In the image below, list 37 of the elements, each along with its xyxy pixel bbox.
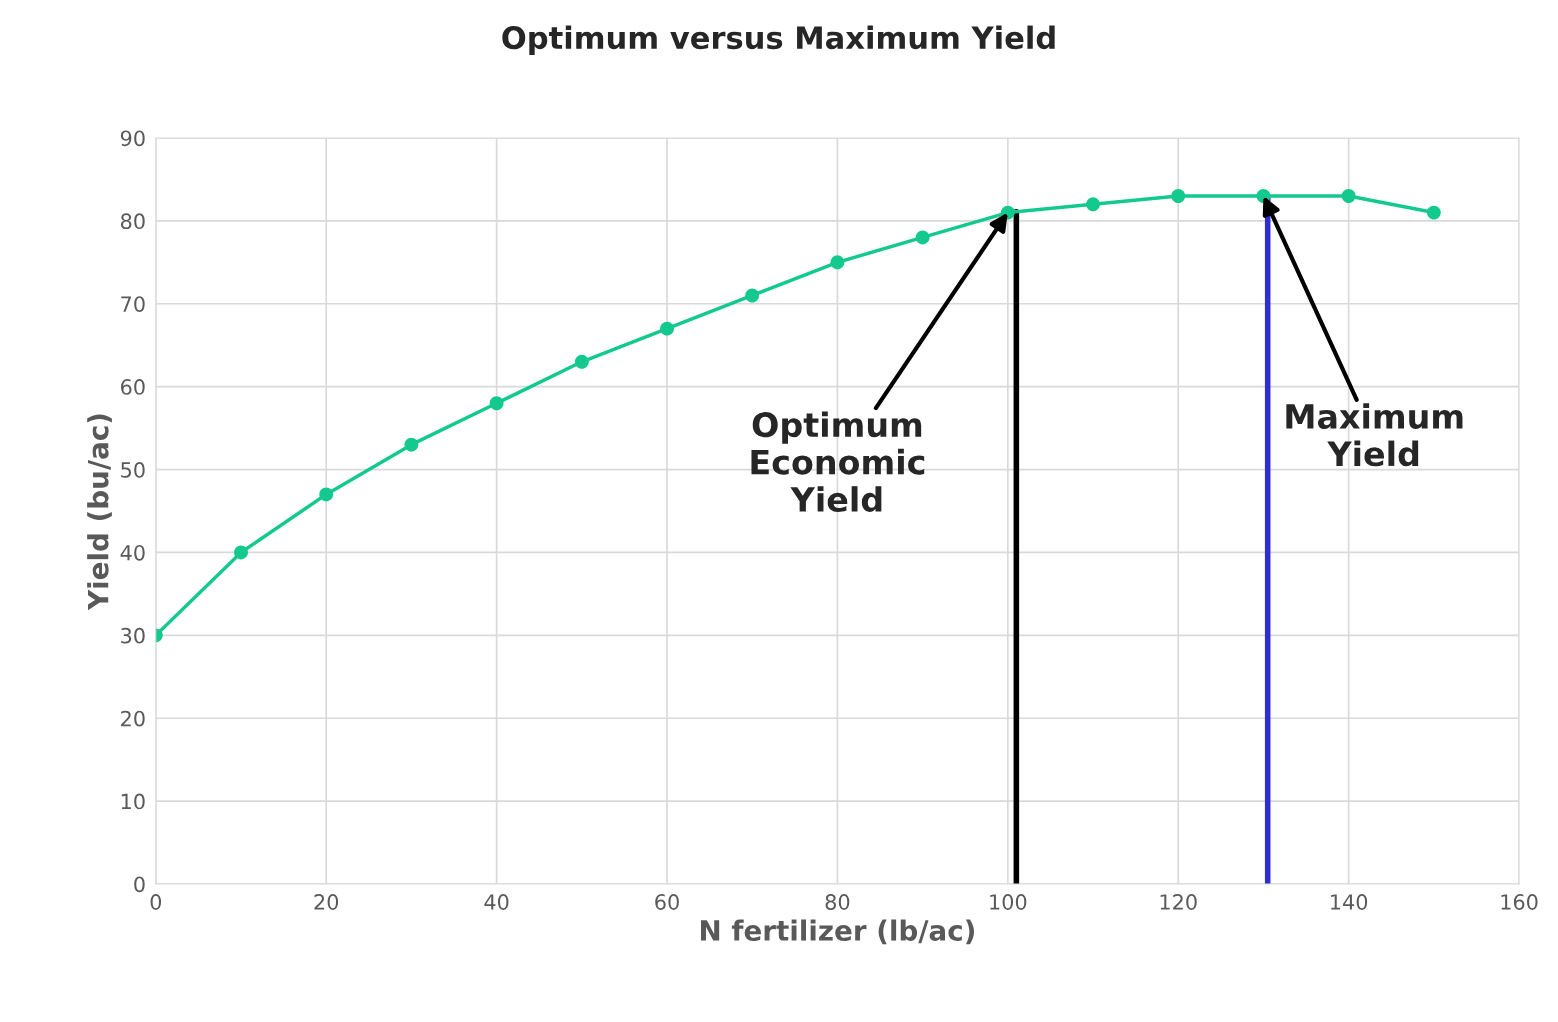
y-tick-label: 60 <box>121 379 145 395</box>
point <box>404 437 419 452</box>
x-tick-label: 80 <box>825 894 850 910</box>
y-axis-title: Yield (bu/ac) <box>87 414 112 611</box>
point <box>489 396 504 411</box>
y-tick-label: 50 <box>121 462 145 478</box>
point <box>1341 189 1356 203</box>
point <box>1426 205 1441 220</box>
point <box>234 545 248 560</box>
x-tick-label: 20 <box>314 894 339 910</box>
y-tick-label: 40 <box>120 544 145 561</box>
x-tick-label: 40 <box>484 894 509 910</box>
point <box>915 230 930 245</box>
x-tick-label: 100 <box>990 894 1027 910</box>
y-tick-label: 20 <box>121 710 145 727</box>
x-tick-label: 120 <box>1160 894 1197 910</box>
point <box>1171 189 1186 203</box>
point <box>660 321 674 336</box>
point <box>574 354 589 369</box>
y-tick-label: 30 <box>121 627 145 644</box>
x-tick-label: 140 <box>1331 894 1368 910</box>
annotation: Optimum Economic Yield <box>751 411 925 512</box>
x-tick-label: 0 <box>150 894 162 910</box>
y-tick-label: 80 <box>120 213 145 230</box>
point <box>319 487 334 502</box>
chart-title: Optimum versus Maximum Yield <box>502 25 1055 56</box>
y-tick-label: 0 <box>134 876 145 893</box>
point <box>745 288 760 303</box>
y-tick-label: 90 <box>120 130 145 147</box>
annotation: Maximum Yield <box>1286 403 1463 467</box>
x-axis-title: N fertilizer (lb/ac) <box>701 919 974 945</box>
x-tick-label: 160 <box>1501 894 1538 910</box>
y-tick-label: 70 <box>121 296 145 312</box>
y-tick-label: 10 <box>121 793 145 810</box>
point <box>830 255 845 270</box>
point <box>1086 197 1100 212</box>
x-tick-label: 60 <box>655 894 679 910</box>
